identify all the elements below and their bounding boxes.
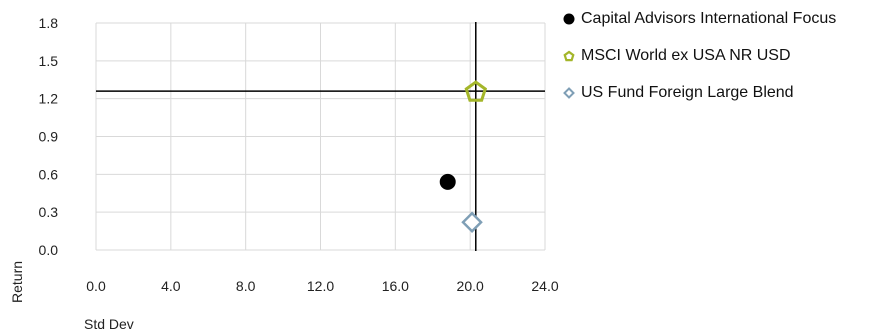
- y-tick-label: 1.5: [39, 53, 59, 69]
- reference-lines: [96, 22, 545, 251]
- x-tick-label: 0.0: [86, 278, 106, 294]
- x-tick-label: 20.0: [457, 278, 484, 294]
- filled-circle-icon: [563, 13, 575, 25]
- legend-item: Capital Advisors International Focus: [562, 8, 836, 30]
- y-tick-label: 1.8: [39, 15, 59, 31]
- pentagon-outline-icon: [563, 50, 575, 62]
- data-point-diamond: [461, 211, 483, 234]
- legend-label: MSCI World ex USA NR USD: [581, 47, 791, 64]
- y-axis-ticks: 0.0 0.3 0.6 0.9 1.2 1.5 1.8: [39, 15, 59, 258]
- data-point-circle: [439, 173, 456, 190]
- diamond-outline-icon: [563, 87, 575, 99]
- y-axis-title: Return: [9, 261, 25, 303]
- y-tick-label: 0.9: [39, 129, 59, 145]
- y-tick-label: 0.3: [39, 204, 59, 220]
- y-tick-label: 0.0: [39, 242, 59, 258]
- y-tick-label: 1.2: [39, 91, 59, 107]
- x-tick-label: 16.0: [382, 278, 409, 294]
- legend-label: US Fund Foreign Large Blend: [581, 84, 794, 101]
- legend-marker: [563, 13, 575, 25]
- legend-item: US Fund Foreign Large Blend: [562, 82, 836, 104]
- data-point-pentagon: [464, 80, 488, 102]
- x-tick-label: 4.0: [161, 278, 181, 294]
- y-tick-label: 0.6: [39, 166, 59, 182]
- x-axis-ticks: 0.0 4.0 8.0 12.0 16.0 20.0 24.0: [86, 278, 559, 294]
- legend-label: Capital Advisors International Focus: [581, 10, 837, 27]
- x-tick-label: 24.0: [531, 278, 558, 294]
- data-points: [439, 80, 488, 234]
- grid: [95, 22, 546, 251]
- x-tick-label: 12.0: [307, 278, 334, 294]
- x-axis-title: Std Dev: [84, 316, 134, 332]
- legend-item: MSCI World ex USA NR USD: [562, 45, 836, 67]
- x-tick-label: 8.0: [236, 278, 256, 294]
- legend: Capital Advisors International Focus MSCI…: [562, 8, 836, 119]
- legend-marker: [563, 50, 575, 62]
- legend-marker: [563, 87, 575, 99]
